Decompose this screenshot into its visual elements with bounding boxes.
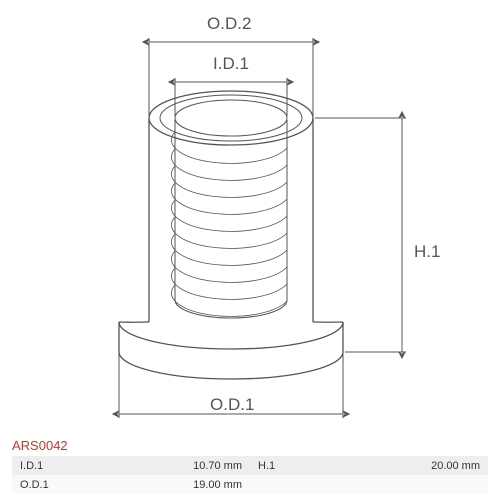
- table-row: O.D.1 19.00 mm: [12, 475, 488, 494]
- cell-key: O.D.1: [12, 475, 122, 494]
- cell-key: [250, 475, 360, 494]
- cell-value: 20.00 mm: [360, 456, 488, 475]
- thread-lines: [171, 132, 287, 316]
- table-row: I.D.1 10.70 mm H.1 20.00 mm: [12, 456, 488, 475]
- cell-value: 19.00 mm: [122, 475, 250, 494]
- dimension-table: I.D.1 10.70 mm H.1 20.00 mm O.D.1 19.00 …: [12, 456, 488, 494]
- page: O.D.2 I.D.1 O.D.1 H.1: [0, 0, 500, 500]
- cell-value: [360, 475, 488, 494]
- cell-value: 10.70 mm: [122, 456, 250, 475]
- part-code: ARS0042: [12, 438, 68, 453]
- cell-key: I.D.1: [12, 456, 122, 475]
- technical-drawing: [0, 0, 500, 430]
- cell-key: H.1: [250, 456, 360, 475]
